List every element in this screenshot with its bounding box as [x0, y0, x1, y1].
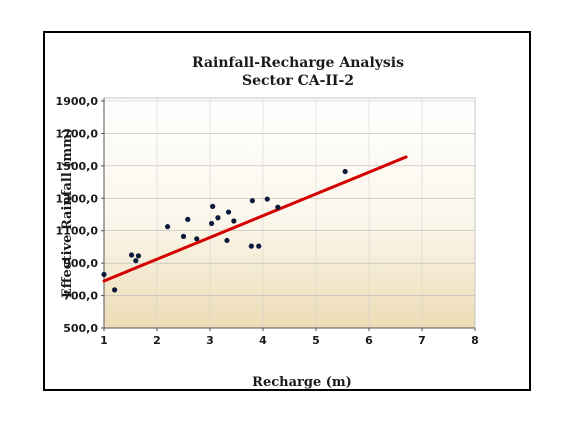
x-tick-label: 2: [153, 334, 161, 347]
chart-frame: 500,0 700,0 900,0 1100,0 1300,0 1500,0 1700,0 1…: [43, 31, 531, 391]
x-tick-label: 5: [312, 334, 320, 347]
y-tick-labels: 500,0 700,0 900,0 1100,0 1300,0 1500,0 1700,0 1…: [56, 95, 104, 335]
scatter-point: [180, 233, 187, 239]
scatter-point: [264, 196, 270, 202]
y-tick-label: 500,0: [63, 322, 98, 335]
y-tick-label: 700,0: [63, 290, 98, 303]
scatter-point: [101, 271, 107, 278]
scatter-point: [256, 243, 262, 249]
x-tick-labels: 1 2 3 4 5 6 7 8: [100, 328, 479, 347]
x-tick-label: 6: [365, 334, 373, 347]
x-tick-label: 3: [206, 334, 214, 347]
scatter-point: [112, 287, 118, 293]
scatter-point: [248, 243, 254, 249]
plot-area: [103, 97, 476, 329]
scatter-point: [224, 237, 230, 244]
y-tick-label: 1700,0: [56, 127, 99, 140]
gridlines: [103, 98, 476, 329]
axes: [103, 98, 475, 329]
y-axis-label: Effective Rainfall (mm): [60, 128, 75, 298]
scatter-point: [135, 253, 142, 259]
scatter-point: [275, 204, 281, 210]
scatter-point: [185, 216, 191, 222]
scatter-point: [342, 168, 348, 175]
scatter-point: [165, 224, 171, 230]
y-tick-label: 1300,0: [56, 192, 99, 205]
y-tick-label: 1500,0: [56, 160, 99, 173]
scatter-point: [215, 215, 221, 221]
scatter-chart: 500,0 700,0 900,0 1100,0 1300,0 1500,0 1700,0 1…: [56, 55, 479, 389]
scatter-point: [210, 203, 216, 209]
scatter-point: [194, 236, 200, 242]
data-marks: [101, 155, 408, 293]
x-tick-label: 1: [100, 334, 108, 347]
scatter-point: [231, 218, 237, 224]
chart-title: Rainfall-Recharge Analysis: [192, 55, 404, 71]
scatter-point: [133, 258, 139, 264]
trend-line: [102, 155, 408, 283]
chart-subtitle: Sector CA-II-2: [242, 73, 354, 89]
x-tick-label: 7: [418, 334, 426, 347]
y-tick-label: 1100,0: [56, 225, 99, 238]
scatter-point: [225, 209, 232, 215]
scatter-point: [128, 252, 135, 258]
x-axis-label: Recharge (m): [252, 375, 352, 389]
y-tick-label: 1900,0: [56, 95, 99, 108]
x-tick-label: 4: [259, 334, 267, 347]
y-tick-label: 900,0: [63, 257, 98, 270]
scatter-point: [208, 220, 215, 227]
scatter-point: [249, 198, 255, 204]
x-tick-label: 8: [471, 334, 479, 347]
